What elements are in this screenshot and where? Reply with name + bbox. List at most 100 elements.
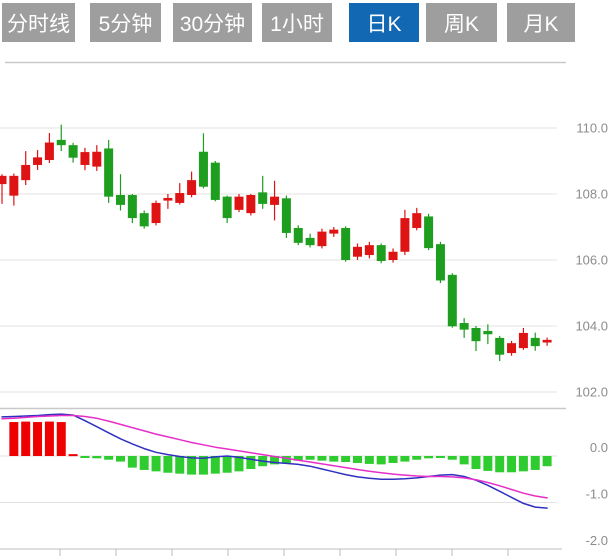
macd-axis-label: 0.0 — [590, 440, 608, 455]
candle-body-down — [459, 323, 469, 330]
macd-bar-down — [471, 456, 481, 470]
tab-interval-0[interactable]: 分时线 — [2, 3, 75, 42]
candle-body-down — [258, 192, 268, 204]
macd-bar-down — [127, 456, 137, 468]
macd-bar-down — [424, 456, 434, 459]
candle-body-up — [151, 202, 161, 224]
candle-body-down — [447, 274, 457, 327]
macd-bar-down — [163, 456, 173, 473]
price-axis-label: 106.0 — [575, 253, 608, 268]
tab-interval-6[interactable]: 月K — [507, 3, 575, 42]
candle-body-up — [317, 231, 327, 247]
macd-bar-down — [305, 456, 315, 460]
macd-bar-down — [353, 456, 362, 463]
macd-bar-down — [507, 456, 517, 473]
candle-body-up — [400, 218, 410, 252]
candlestick-series — [0, 124, 552, 361]
macd-bar-down — [92, 456, 102, 459]
candle-body-down — [281, 198, 291, 233]
macd-bar-up — [68, 454, 78, 457]
tab-interval-4-active[interactable]: 日K — [349, 3, 419, 42]
price-axis-label: 102.0 — [575, 385, 608, 400]
macd-bar-down — [210, 456, 220, 474]
macd-bar-down — [530, 456, 540, 470]
candle-body-down — [68, 145, 78, 158]
macd-bar-down — [175, 456, 185, 474]
candle-body-up — [246, 194, 256, 214]
macd-bar-down — [198, 456, 208, 475]
macd-bar-up — [33, 422, 43, 456]
macd-bar-down — [234, 456, 244, 472]
tab-interval-2[interactable]: 30分钟 — [173, 3, 252, 42]
candle-body-up — [388, 251, 398, 260]
macd-bar-down — [222, 456, 232, 473]
macd-axis-label: -2.0 — [586, 533, 608, 548]
candle-body-up — [412, 213, 422, 228]
macd-bar-up — [21, 421, 31, 456]
macd-bar-up — [9, 422, 19, 456]
macd-axis-label: -1.0 — [586, 487, 608, 502]
macd-bar-down — [246, 456, 256, 470]
price-axis-label: 104.0 — [575, 319, 608, 334]
candle-body-down — [222, 196, 232, 219]
macd-bar-down — [116, 456, 125, 462]
candle-body-down — [305, 237, 315, 246]
macd-bar-down — [447, 456, 457, 460]
macd-bar-down — [518, 456, 528, 472]
candle-body-up — [364, 245, 374, 256]
candle-body-down — [210, 162, 220, 200]
macd-bar-down — [364, 456, 374, 464]
candle-body-down — [483, 330, 493, 335]
candle-body-down — [376, 245, 386, 261]
interval-tabbar: 分时线 5分钟 30分钟 1小时 日K 周K 月K — [2, 3, 575, 42]
candle-body-up — [234, 196, 244, 210]
macd-line-dif — [1, 413, 548, 509]
macd-bar-down — [459, 456, 469, 465]
candle-body-up — [92, 151, 102, 167]
macd-bar-down — [281, 456, 291, 463]
macd-bar-up — [44, 421, 54, 456]
candle-body-up — [353, 246, 362, 257]
macd-bar-down — [435, 456, 445, 458]
macd-bar-down — [388, 456, 398, 463]
candle-body-down — [198, 151, 208, 187]
candle-body-up — [44, 142, 54, 161]
candle-body-down — [341, 227, 351, 260]
candle-body-down — [495, 337, 505, 355]
candle-body-down — [104, 148, 114, 197]
macd-bar-down — [104, 456, 114, 460]
candle-body-down — [424, 216, 434, 249]
candle-body-down — [116, 194, 125, 205]
candle-body-up — [507, 343, 517, 354]
macd-bar-down — [542, 456, 552, 467]
candle-body-down — [127, 194, 137, 219]
tab-interval-5[interactable]: 周K — [426, 3, 497, 42]
macd-bar-down — [317, 456, 327, 461]
candle-body-up — [80, 152, 90, 165]
candle-body-up — [163, 197, 173, 201]
candle-body-down — [56, 139, 66, 146]
price-axis-label: 110.0 — [576, 121, 608, 136]
macd-bar-up — [56, 422, 66, 456]
macd-bar-down — [483, 456, 493, 471]
candle-body-up — [21, 164, 31, 181]
tab-interval-1[interactable]: 5分钟 — [90, 3, 161, 42]
candle-body-up — [175, 193, 185, 203]
macd-bar-down — [376, 456, 386, 465]
candle-body-up — [270, 196, 280, 205]
candle-body-up — [0, 175, 7, 185]
macd-bar-down — [329, 456, 339, 462]
macd-bar-down — [400, 456, 410, 462]
macd-bar-down — [412, 456, 422, 460]
candle-body-up — [518, 332, 528, 349]
tab-interval-3[interactable]: 1小时 — [262, 3, 332, 42]
candle-body-up — [329, 229, 339, 234]
macd-bar-down — [270, 456, 280, 465]
candle-body-up — [542, 339, 552, 343]
macd-bar-down — [341, 456, 351, 463]
candle-body-down — [293, 227, 303, 243]
candle-body-up — [9, 175, 19, 196]
macd-bar-down — [187, 456, 197, 475]
macd-bar-down — [80, 456, 90, 458]
